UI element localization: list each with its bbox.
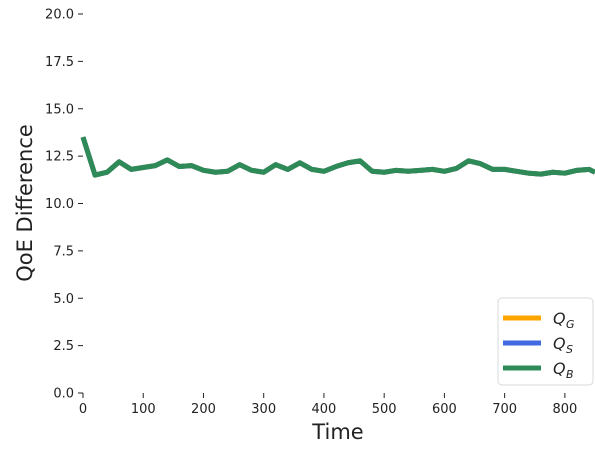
legend-label-sub: G — [566, 318, 575, 331]
x-axis-title: Time — [311, 420, 363, 444]
plot-lines — [80, 136, 595, 178]
y-tick-label: 12.5 — [45, 150, 74, 165]
x-tick-label: 400 — [312, 402, 337, 417]
x-tick-label: 700 — [492, 402, 517, 417]
legend-label-sub: B — [566, 368, 574, 381]
x-tick-label: 300 — [251, 402, 276, 417]
x-tick-label: 100 — [131, 402, 156, 417]
y-tick-label: 2.5 — [53, 339, 74, 354]
x-tick-label: 0 — [79, 402, 87, 417]
x-tick-label: 600 — [432, 402, 457, 417]
y-tick-label: 17.5 — [45, 55, 74, 70]
y-tick-label: 15.0 — [45, 102, 74, 117]
legend: Q GQ SQ B — [497, 297, 594, 386]
x-tick-label: 200 — [191, 402, 216, 417]
x-axis: 0 100 200 300 400 500 600 700 800 — [79, 393, 577, 417]
y-tick-label: 10.0 — [45, 197, 74, 212]
series-line-b — [80, 136, 595, 178]
legend-label-sub: S — [566, 343, 573, 356]
y-axis-title: QoE Difference — [13, 124, 37, 282]
legend-label-main: Q — [553, 359, 566, 378]
x-tick-label: 800 — [552, 402, 577, 417]
y-tick-label: 7.5 — [53, 244, 74, 259]
legend-label-main: Q — [553, 334, 566, 353]
y-tick-label: 20.0 — [45, 8, 74, 23]
y-axis: 0.0 2.5 5.0 7.5 10.0 12.5 15.0 17.5 20.0 — [45, 8, 83, 402]
legend-label-main: Q — [553, 309, 566, 328]
y-tick-label: 5.0 — [53, 292, 74, 307]
y-tick-label: 0.0 — [53, 387, 74, 402]
x-tick-label: 500 — [372, 402, 397, 417]
